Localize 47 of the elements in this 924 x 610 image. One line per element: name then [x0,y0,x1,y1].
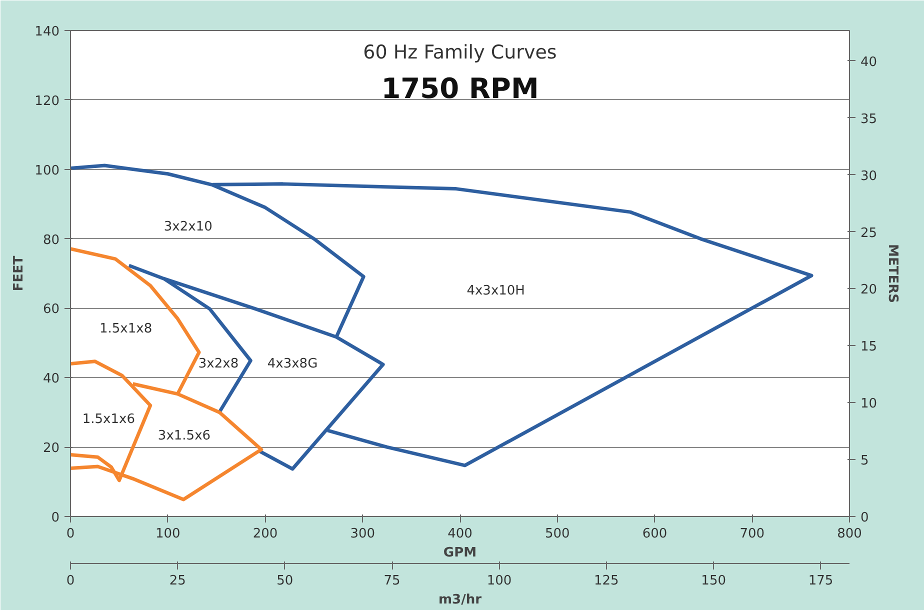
y2-tick-label: 5 [860,454,869,469]
x2-tick-label: 150 [701,574,726,588]
annotation: 3x2x8 [198,356,239,372]
x-axis-title: GPM [443,546,477,560]
y2-tick-label: 20 [860,282,878,298]
x2-tick-label: 50 [276,574,294,588]
y2-tick-label: 30 [860,168,878,184]
y2-tick-label: 0 [860,510,869,526]
x2-tick-label: 100 [486,574,512,588]
y-tick-label: 120 [34,94,60,109]
y2-tick-label: 10 [860,396,878,412]
x-tick-label: 0 [66,526,75,542]
y-tick-label: 140 [34,24,60,40]
x2-axis-title: m3/hr [438,592,482,608]
x2-tick-label: 0 [66,574,75,588]
x2-tick-label: 75 [384,574,400,588]
annotation: 3x2x10 [164,219,212,234]
x-tick-label: 600 [642,526,668,542]
x2-tick-label: 25 [169,574,186,588]
annotation: 4x3x10H [466,283,525,298]
y-tick-label: 60 [42,302,60,318]
y2-tick-label: 15 [860,340,878,355]
text: 60 Hz Family Curves [363,42,557,64]
y2-axis-title: METERS [885,244,900,303]
y-axis-title: FEET [12,256,27,292]
x-tick-label: 100 [155,526,180,542]
y-tick-label: 100 [34,163,60,178]
annotation: 1.5x1x6 [82,412,135,427]
annotation: 3x1.5x6 [158,428,211,444]
x-tick-label: 400 [448,526,472,542]
x-tick-label: 700 [740,526,765,542]
x2-tick-label: 125 [594,574,619,588]
text: 1750 RPM [381,72,539,105]
annotation: 4x3x8G [267,356,318,372]
x2-tick-label: 175 [808,574,834,588]
y-tick-label: 20 [42,441,60,456]
x-tick-label: 300 [350,526,376,542]
y-tick-label: 80 [42,232,60,248]
x-tick-label: 500 [544,526,570,542]
y2-tick-label: 35 [860,112,878,127]
x-tick-label: 200 [252,526,278,542]
annotation: 1.5x1x8 [100,321,152,336]
y-tick-label: 0 [51,510,60,526]
y2-tick-label: 40 [860,54,878,70]
x-tick-label: 800 [837,526,862,542]
y-tick-label: 40 [42,372,60,387]
y2-tick-label: 25 [860,226,878,241]
